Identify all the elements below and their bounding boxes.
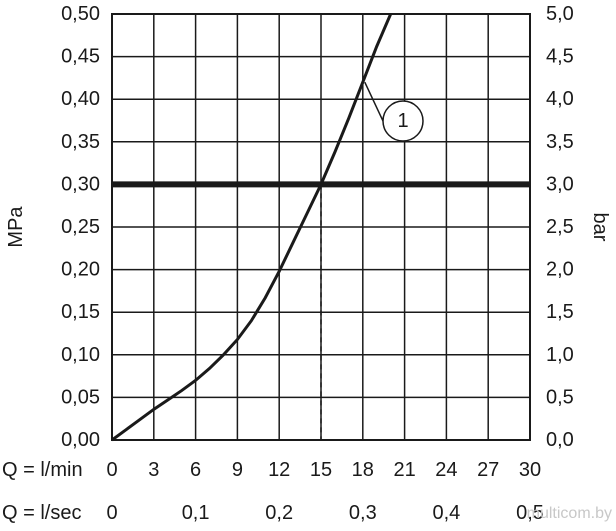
y-tick-label-right: 4,0 [546, 88, 574, 110]
x-tick-label: 0,5 [516, 502, 544, 524]
y-tick-label-right: 5,0 [546, 3, 574, 25]
callout-circle [382, 100, 424, 142]
y-tick-label-left: 0,20 [61, 259, 100, 281]
y-axis-right-label: bar [589, 213, 611, 242]
x-tick-label: 27 [477, 459, 499, 481]
y-tick-label-right: 0,0 [546, 429, 574, 451]
y-tick-label-left: 0,35 [61, 131, 100, 153]
y-tick-label-right: 3,5 [546, 131, 574, 153]
y-tick-label-right: 2,0 [546, 259, 574, 281]
x-axis-lsec-row: Q = l/sec 0 0,1 0,2 0,3 0,4 0,5 [2, 502, 544, 524]
y-tick-label-left: 0,10 [61, 344, 100, 366]
y-tick-label-left: 0,40 [61, 88, 100, 110]
y-tick-label-left: 0,30 [61, 173, 100, 195]
y-tick-label-left: 0,45 [61, 46, 100, 68]
callout-label: 1 [397, 110, 408, 132]
y-tick-label-left: 0,15 [61, 301, 100, 323]
y-axis-left-label: MPa [5, 206, 27, 248]
x-tick-label: 0,2 [265, 502, 293, 524]
x-row-label: Q = l/min [2, 459, 83, 481]
series-line-1 [111, 13, 393, 442]
x-tick-label: 21 [393, 459, 415, 481]
x-tick-label: 0 [106, 502, 117, 524]
x-axis-lmin-row: Q = l/min 0 3 6 9 12 15 18 21 24 27 30 [2, 459, 541, 481]
y-tick-label-left: 0,00 [61, 429, 100, 451]
y-axis-left-ticks: 0,00 0,05 0,10 0,15 0,20 0,25 0,30 0,35 0,40 0,45… [61, 3, 100, 451]
y-tick-label-right: 0,5 [546, 386, 574, 408]
x-tick-label: 0,3 [349, 502, 377, 524]
y-tick-label-right: 3,0 [546, 173, 574, 195]
x-tick-label: 12 [268, 459, 290, 481]
y-tick-label-left: 0,50 [61, 3, 100, 25]
y-axis-right-ticks: 0,0 0,5 1,0 1,5 2,0 2,5 3,0 3,5 4,0 4,5 5,0 [546, 3, 574, 451]
x-tick-label: 0,1 [182, 502, 210, 524]
y-tick-label-right: 1,5 [546, 301, 574, 323]
y-tick-label-left: 0,05 [61, 386, 100, 408]
y-tick-label-right: 1,0 [546, 344, 574, 366]
watermark: multicom.by [527, 505, 612, 522]
x-tick-label: 6 [190, 459, 201, 481]
x-tick-label: 30 [519, 459, 541, 481]
x-tick-label: 15 [310, 459, 332, 481]
y-tick-label-right: 4,5 [546, 46, 574, 68]
x-tick-label: 9 [232, 459, 243, 481]
y-tick-label-right: 2,5 [546, 216, 574, 238]
x-tick-label: 0,4 [432, 502, 460, 524]
callout-leader [364, 81, 384, 122]
x-tick-label: 18 [352, 459, 374, 481]
x-tick-label: 24 [435, 459, 457, 481]
x-tick-label: 0 [106, 459, 117, 481]
y-tick-label-left: 0,25 [61, 216, 100, 238]
x-row-label: Q = l/sec [2, 502, 81, 524]
x-tick-label: 3 [148, 459, 159, 481]
